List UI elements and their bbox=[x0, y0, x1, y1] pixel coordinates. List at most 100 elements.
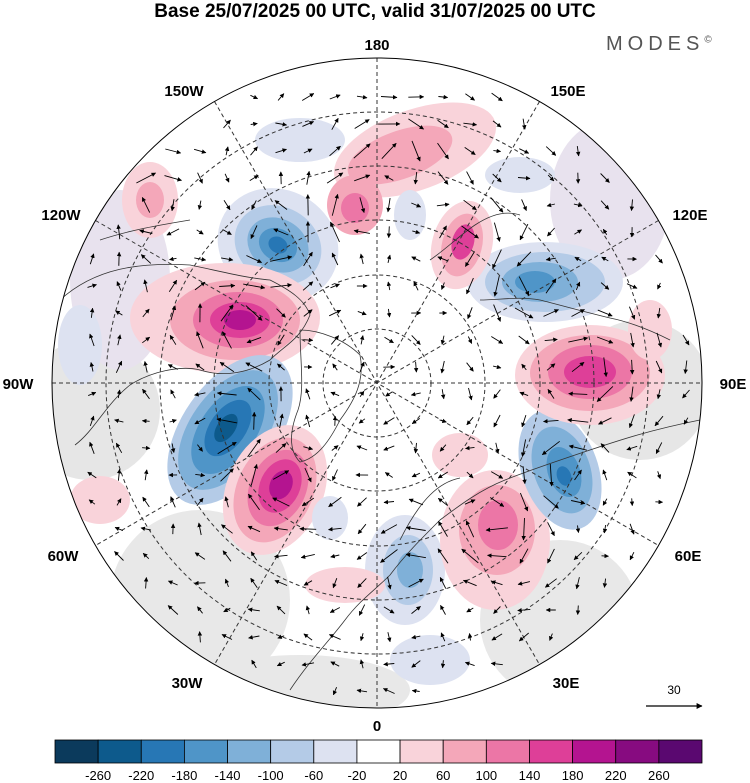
wind-vector bbox=[142, 552, 150, 560]
wind-vector bbox=[326, 172, 344, 184]
wind-vector bbox=[87, 471, 97, 479]
wind-vector bbox=[567, 418, 589, 423]
wind-vector bbox=[465, 93, 475, 101]
wind-vector bbox=[245, 362, 263, 372]
wind-vector bbox=[682, 334, 690, 346]
wind-vector bbox=[467, 307, 473, 320]
wind-vector bbox=[356, 445, 368, 451]
wind-vector bbox=[514, 307, 534, 319]
colorbar-box bbox=[572, 739, 617, 764]
wind-vector bbox=[383, 445, 395, 451]
wind-vector bbox=[270, 283, 292, 288]
wind-vector bbox=[359, 633, 365, 642]
wind-vector bbox=[330, 661, 340, 667]
wind-vector bbox=[596, 386, 614, 402]
wind-vector bbox=[463, 122, 478, 127]
wind-vector bbox=[387, 576, 392, 590]
wind-vector bbox=[438, 521, 448, 537]
wind-vector bbox=[115, 360, 123, 373]
wind-vector bbox=[440, 660, 446, 669]
wind-vector bbox=[626, 283, 638, 289]
wind-vector bbox=[222, 550, 232, 562]
wind-vector bbox=[197, 606, 203, 614]
colorbar-tick-label: -20 bbox=[348, 768, 367, 783]
wind-vector bbox=[465, 520, 475, 538]
wind-vector bbox=[491, 336, 504, 344]
colorbar-box bbox=[227, 739, 272, 764]
wind-vector bbox=[277, 334, 285, 346]
wind-vector bbox=[136, 172, 156, 184]
wind-vector bbox=[247, 607, 260, 612]
wind-vector bbox=[519, 223, 529, 241]
colorbar-box bbox=[97, 739, 142, 764]
wind-vector bbox=[385, 391, 393, 397]
wind-vector bbox=[222, 331, 232, 349]
colorbar: -260 -220 -180 -140 -100 -60 -20 20 60 100 140 180 2… bbox=[54, 739, 703, 783]
wind-vector bbox=[464, 147, 476, 155]
wind-vector bbox=[383, 417, 395, 425]
wind-vector bbox=[328, 634, 341, 640]
wind-vector bbox=[544, 578, 557, 588]
wind-vector bbox=[386, 308, 392, 318]
wind-vector bbox=[629, 551, 635, 561]
wind-vector bbox=[87, 283, 97, 288]
anomaly-north-pacific-positive bbox=[70, 102, 672, 603]
wind-vector bbox=[89, 362, 95, 372]
wind-vector bbox=[216, 391, 237, 396]
wind-vector bbox=[194, 392, 206, 397]
lon-label-30w: 30W bbox=[172, 675, 204, 692]
wind-vector bbox=[545, 278, 557, 294]
wind-vector bbox=[167, 605, 179, 615]
wind-vector bbox=[464, 661, 475, 667]
wind-vector bbox=[331, 117, 339, 130]
colorbar-tick-labels: -260 -220 -180 -140 -100 -60 -20 20 60 100 140 180 2… bbox=[85, 768, 670, 783]
wind-vector bbox=[139, 229, 153, 234]
wind-vector bbox=[413, 442, 419, 454]
wind-vector bbox=[359, 335, 365, 345]
colorbar-tick-label: 20 bbox=[393, 768, 407, 783]
wind-vector bbox=[116, 224, 121, 240]
wind-vector bbox=[575, 146, 581, 157]
wind-vector bbox=[571, 309, 585, 317]
wind-vector bbox=[275, 148, 287, 154]
anomaly-canadian-arctic-positive bbox=[130, 263, 320, 373]
wind-vector bbox=[493, 304, 501, 322]
wind-vector bbox=[116, 281, 122, 291]
wind-vector bbox=[568, 391, 588, 397]
brand-mark: © bbox=[704, 34, 712, 46]
wind-vector bbox=[383, 499, 395, 505]
wind-vector bbox=[682, 389, 690, 399]
colorbar-box bbox=[356, 739, 401, 764]
wind-vector bbox=[114, 418, 124, 424]
wind-vector bbox=[301, 497, 315, 507]
wind-vector bbox=[439, 225, 447, 239]
wind-vector bbox=[492, 249, 502, 269]
wind-vector bbox=[386, 254, 392, 264]
wind-vector bbox=[245, 305, 263, 321]
longitude-labels: 180 150E 120E 90E 60E 30E 0 30W 60W 90W … bbox=[3, 37, 747, 735]
colorbar-tick-label: -220 bbox=[128, 768, 154, 783]
wind-vector bbox=[465, 251, 475, 267]
wind-vector bbox=[300, 553, 315, 559]
wind-vector bbox=[353, 143, 371, 159]
colorbar-tick-label: 100 bbox=[475, 768, 497, 783]
wind-vector bbox=[440, 632, 446, 642]
wind-vector bbox=[359, 253, 364, 265]
wind-vector bbox=[439, 576, 447, 589]
wind-vector bbox=[301, 662, 315, 667]
wind-vector bbox=[302, 121, 315, 127]
wind-vector bbox=[331, 445, 339, 451]
wind-vector bbox=[547, 522, 555, 537]
wind-vector bbox=[303, 309, 313, 317]
wind-vector bbox=[408, 118, 424, 130]
anomaly-north-atlantic-positive bbox=[222, 425, 328, 555]
wind-vector bbox=[405, 525, 426, 531]
wind-vector bbox=[411, 335, 421, 345]
anomaly-eastern-siberia-negative bbox=[467, 242, 623, 322]
wind-vector bbox=[249, 175, 259, 181]
wind-vector bbox=[167, 580, 178, 586]
wind-vector bbox=[571, 500, 586, 505]
wind-vector bbox=[306, 170, 311, 185]
colorbar-tick-label: 60 bbox=[436, 768, 450, 783]
wind-vector bbox=[302, 281, 314, 291]
